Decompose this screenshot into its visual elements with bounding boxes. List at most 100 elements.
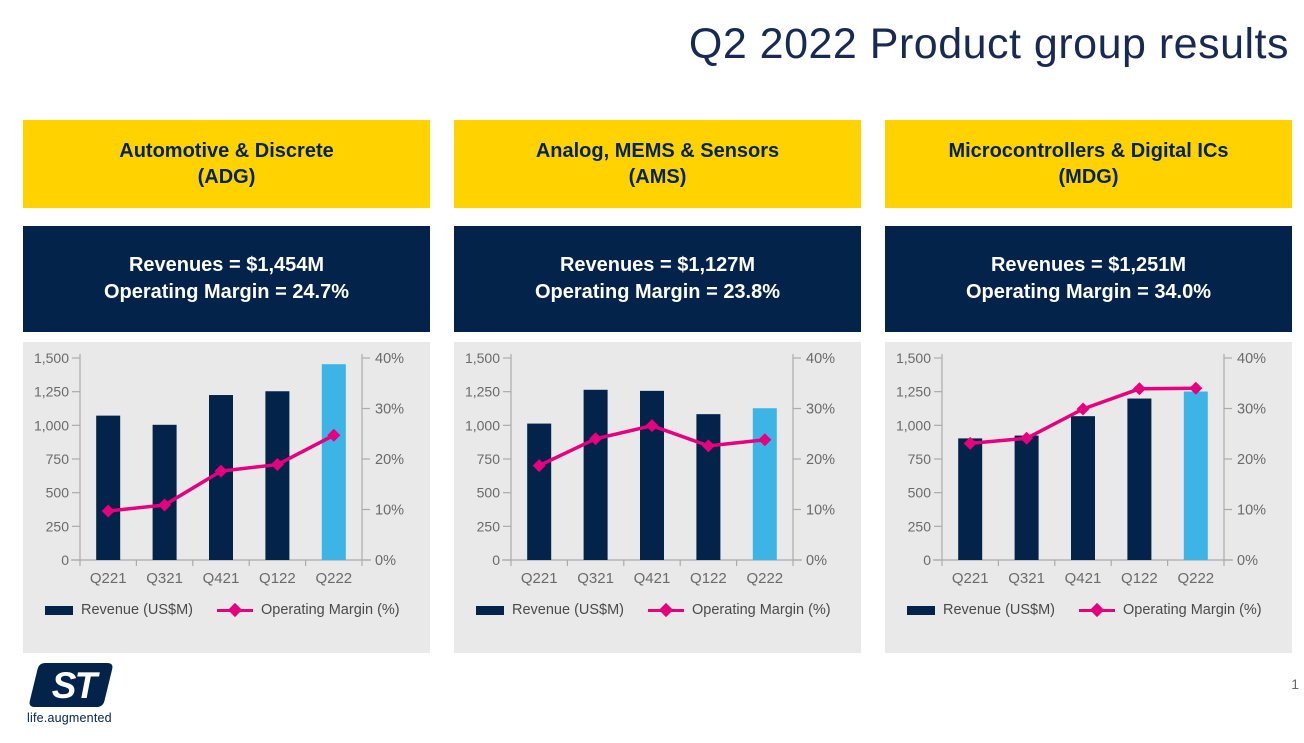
left-axis-tick-label: 0	[923, 552, 931, 568]
kpi-box-mdg: Revenues = $1,251M Operating Margin = 34…	[885, 226, 1292, 332]
product-group-panels: Automotive & Discrete (ADG) Revenues = $…	[23, 120, 1292, 653]
right-axis-tick-label: 40%	[1237, 351, 1266, 367]
revenue-bar	[696, 414, 721, 560]
operating-margin-marker	[645, 419, 659, 433]
margin-legend-label: Operating Margin (%)	[692, 602, 831, 618]
left-axis-tick-label: 1,000	[465, 417, 500, 433]
revenue-bar	[583, 389, 608, 560]
right-axis-tick-label: 0%	[806, 553, 827, 569]
x-axis-category-label: Q222	[1177, 570, 1214, 587]
left-axis-tick-label: 1,000	[896, 417, 931, 433]
revenue-bar	[152, 424, 177, 560]
panel-mdg: Microcontrollers & Digital ICs (MDG) Rev…	[885, 120, 1292, 653]
group-header-mdg: Microcontrollers & Digital ICs (MDG)	[885, 120, 1292, 208]
x-axis-category-label: Q321	[146, 570, 183, 587]
revenue-bar	[1071, 416, 1095, 560]
group-abbr: (MDG)	[1058, 166, 1119, 188]
revenue-margin-chart-ams: 0 250 500 750 1,000 1,250 1,500 0% 10% 20% 30% 40% Q…	[465, 350, 835, 587]
kpi-box-adg: Revenues = $1,454M Operating Margin = 24…	[23, 226, 430, 332]
group-name: Analog, MEMS & Sensors	[535, 140, 780, 162]
revenue-margin-chart-mdg: 0 250 500 750 1,000 1,250 1,500 0% 10% 20% 30% 40% Q…	[896, 350, 1266, 587]
operating-margin-marker	[101, 504, 115, 518]
chart-legend: Revenue (US$M) Operating Margin (%)	[23, 602, 430, 618]
group-name: Automotive & Discrete	[119, 140, 334, 162]
operating-margin-marker	[1132, 382, 1146, 396]
left-axis-tick-label: 1,500	[34, 350, 69, 366]
x-axis-category-label: Q122	[690, 570, 727, 587]
kpi-margin: Operating Margin = 34.0%	[965, 281, 1212, 303]
revenue-bar-swatch-icon	[476, 605, 504, 615]
right-axis-tick-label: 40%	[806, 351, 835, 367]
operating-margin-marker	[214, 464, 228, 478]
x-axis-category-label: Q221	[952, 570, 989, 587]
left-axis-tick-label: 0	[492, 552, 500, 568]
x-axis-category-label: Q122	[259, 570, 296, 587]
chart-legend: Revenue (US$M) Operating Margin (%)	[454, 602, 861, 618]
operating-margin-marker	[701, 439, 715, 453]
x-axis-category-label: Q321	[1008, 570, 1045, 587]
left-axis-tick-label: 500	[908, 485, 932, 501]
revenue-bar	[265, 391, 290, 560]
revenue-bar-swatch-icon	[45, 605, 73, 615]
right-axis-tick-label: 20%	[375, 452, 404, 468]
right-axis-tick-label: 0%	[375, 553, 396, 569]
margin-legend-label: Operating Margin (%)	[1123, 602, 1262, 618]
revenue-bar	[640, 390, 664, 560]
right-axis-tick-label: 30%	[806, 402, 835, 418]
operating-margin-marker	[532, 459, 546, 473]
right-axis-tick-label: 10%	[806, 503, 835, 519]
left-axis-tick-label: 250	[908, 518, 932, 534]
operating-margin-marker	[1076, 402, 1090, 416]
operating-margin-marker	[589, 432, 603, 446]
margin-line-swatch-icon	[217, 602, 254, 618]
revenue-margin-chart-adg: 0 250 500 750 1,000 1,250 1,500 0% 10% 20% 30% 40% Q…	[34, 350, 404, 587]
left-axis-tick-label: 500	[46, 485, 70, 501]
revenue-bar-current-quarter	[321, 364, 346, 560]
left-axis-tick-label: 750	[908, 451, 932, 467]
right-axis-tick-label: 20%	[806, 452, 835, 468]
x-axis-category-label: Q421	[634, 570, 671, 587]
left-axis-tick-label: 1,250	[896, 384, 931, 400]
operating-margin-marker	[270, 458, 284, 472]
left-axis-tick-label: 1,500	[465, 350, 500, 366]
x-axis-category-label: Q221	[521, 570, 558, 587]
panel-ams: Analog, MEMS & Sensors (AMS) Revenues = …	[454, 120, 861, 653]
left-axis-tick-label: 250	[477, 518, 501, 534]
kpi-revenue: Revenues = $1,251M	[990, 254, 1187, 276]
kpi-revenue: Revenues = $1,454M	[128, 254, 325, 276]
margin-line-swatch-icon	[648, 602, 685, 618]
x-axis-category-label: Q321	[577, 570, 614, 587]
group-name: Microcontrollers & Digital ICs	[948, 140, 1229, 162]
right-axis-tick-label: 40%	[375, 351, 404, 367]
margin-legend-label: Operating Margin (%)	[261, 602, 400, 618]
operating-margin-marker	[758, 433, 772, 447]
revenue-bar-current-quarter	[1183, 391, 1208, 560]
margin-line-swatch-icon	[1079, 602, 1116, 618]
slide-title: Q2 2022 Product group results	[688, 20, 1289, 68]
panel-adg: Automotive & Discrete (ADG) Revenues = $…	[23, 120, 430, 653]
st-logo-icon: ST	[29, 663, 113, 707]
left-axis-tick-label: 250	[46, 518, 70, 534]
left-axis-tick-label: 1,000	[34, 417, 69, 433]
diamond-marker-icon	[1089, 602, 1105, 618]
left-axis-tick-label: 0	[61, 552, 69, 568]
chart-legend: Revenue (US$M) Operating Margin (%)	[885, 602, 1292, 618]
kpi-margin: Operating Margin = 23.8%	[534, 281, 781, 303]
right-axis-tick-label: 10%	[375, 503, 404, 519]
left-axis-tick-label: 750	[46, 451, 70, 467]
chart-card-ams: 0 250 500 750 1,000 1,250 1,500 0% 10% 20% 30% 40% Q…	[454, 342, 861, 653]
x-axis-category-label: Q421	[203, 570, 240, 587]
revenue-bar	[1014, 435, 1039, 560]
operating-margin-marker	[1020, 431, 1034, 445]
operating-margin-marker	[327, 428, 341, 442]
x-axis-category-label: Q221	[90, 570, 127, 587]
chart-card-mdg: 0 250 500 750 1,000 1,250 1,500 0% 10% 20% 30% 40% Q…	[885, 342, 1292, 653]
left-axis-tick-label: 750	[477, 451, 501, 467]
revenue-bar	[1127, 398, 1152, 560]
logo-tagline: life.augmented	[27, 711, 112, 725]
x-axis-category-label: Q122	[1121, 570, 1158, 587]
revenue-bar-current-quarter	[752, 408, 777, 560]
revenue-bar-swatch-icon	[907, 605, 935, 615]
operating-margin-marker	[963, 436, 977, 450]
right-axis-tick-label: 10%	[1237, 503, 1266, 519]
